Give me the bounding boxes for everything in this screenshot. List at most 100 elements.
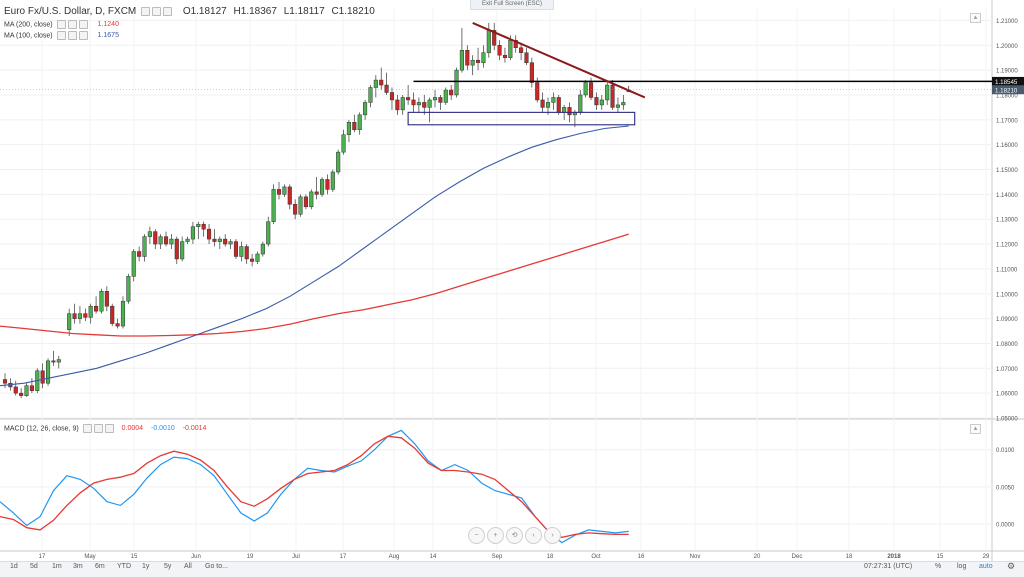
support-zone-box[interactable] <box>407 111 636 126</box>
candle <box>88 305 93 318</box>
candle <box>67 313 72 331</box>
price-tick-label: 1.10000 <box>996 292 1018 298</box>
gear-icon[interactable]: ⚙ <box>1007 561 1016 571</box>
candle <box>615 104 620 108</box>
time-tick-label: Aug <box>389 554 400 560</box>
candle <box>158 236 163 245</box>
candle <box>368 87 373 103</box>
timeframe-3m[interactable]: 3m <box>73 563 83 570</box>
price-tick-label: 1.06000 <box>996 392 1018 398</box>
scroll-left-button[interactable]: ‹ <box>525 527 542 544</box>
timeframe-1m[interactable]: 1m <box>52 563 62 570</box>
candle <box>578 94 583 113</box>
percent-scale-button[interactable]: % <box>935 563 942 570</box>
gear-icon[interactable] <box>67 31 77 40</box>
candle <box>486 30 491 53</box>
candle <box>352 122 357 131</box>
eye-icon[interactable] <box>56 20 66 29</box>
candle <box>427 99 432 108</box>
candle <box>599 99 604 106</box>
candle <box>40 370 45 384</box>
candle <box>260 243 265 255</box>
gear-icon[interactable] <box>67 20 77 29</box>
candle <box>2 379 8 384</box>
candle <box>212 238 217 242</box>
zoom-in-button[interactable]: + <box>487 527 504 544</box>
time-tick-label: Jul <box>292 554 300 560</box>
candle <box>223 238 228 245</box>
time-tick-label: Oct <box>591 554 601 560</box>
candle <box>330 171 335 190</box>
candle <box>610 84 615 108</box>
collapse-icon[interactable]: ▴ <box>970 424 981 434</box>
gear-icon[interactable] <box>93 424 103 433</box>
candle <box>201 223 206 230</box>
gear-icon[interactable] <box>152 6 162 16</box>
eye-icon[interactable] <box>82 424 92 433</box>
candle <box>529 62 534 83</box>
candle <box>180 241 185 260</box>
ohlc-open: O1.18127 <box>182 6 227 17</box>
close-icon[interactable] <box>163 6 173 16</box>
eye-icon[interactable] <box>141 6 151 16</box>
exit-fullscreen-button[interactable]: Exit Full Screen (ESC) <box>470 0 554 10</box>
candle <box>142 236 147 257</box>
candle <box>282 186 287 195</box>
close-icon[interactable] <box>104 424 114 433</box>
ma100-legend[interactable]: MA (100, close) 1.1675 <box>4 31 119 40</box>
candle <box>513 40 518 49</box>
price-tick-label: 1.11000 <box>996 267 1018 273</box>
candle <box>255 253 260 262</box>
candle <box>411 99 416 106</box>
auto-scale-button[interactable]: auto <box>979 563 993 570</box>
candle <box>556 97 561 113</box>
close-icon[interactable] <box>78 20 88 29</box>
timeframe-ytd[interactable]: YTD <box>117 563 131 570</box>
time-tick-label: 15 <box>937 554 944 560</box>
timeframe-6m[interactable]: 6m <box>95 563 105 570</box>
log-scale-button[interactable]: log <box>957 563 967 570</box>
candle <box>400 97 405 111</box>
time-tick-label: Jun <box>191 554 201 560</box>
candle <box>465 49 470 66</box>
candle <box>153 231 158 245</box>
candle <box>169 238 174 245</box>
candle <box>621 102 626 106</box>
candle <box>502 54 508 58</box>
ma200-label: MA (200, close) <box>4 21 53 29</box>
macd-tick-label: 0.0000 <box>996 523 1015 529</box>
candle <box>545 102 551 108</box>
candle <box>104 291 109 307</box>
clock: 07:27:31 (UTC) <box>864 563 913 570</box>
timeframe-1d[interactable]: 1d <box>10 563 18 570</box>
candle <box>266 221 271 245</box>
candle <box>298 196 303 215</box>
candle <box>454 69 459 96</box>
candle <box>443 89 448 103</box>
price-tick-label: 1.07000 <box>996 367 1018 373</box>
macd-signal-value: -0.0014 <box>182 425 207 433</box>
timeframe-1y[interactable]: 1y <box>142 563 150 570</box>
zoom-out-button[interactable]: − <box>468 527 485 544</box>
descending-trendline[interactable] <box>472 21 646 99</box>
time-tick-label: 15 <box>131 554 138 560</box>
reset-button[interactable]: ⟲ <box>506 527 523 544</box>
ma200-legend[interactable]: MA (200, close) 1.1240 <box>4 20 119 29</box>
price-tick-label: 1.12000 <box>996 243 1018 249</box>
ma100-line <box>0 125 629 387</box>
candle <box>309 191 314 208</box>
collapse-icon[interactable]: ▴ <box>970 13 981 23</box>
candle <box>185 238 190 242</box>
candle <box>535 82 540 101</box>
go-to-button[interactable]: Go to... <box>205 563 228 570</box>
close-icon[interactable] <box>78 31 88 40</box>
time-tick-label: 17 <box>39 554 46 560</box>
timeframe-5y[interactable]: 5y <box>164 563 172 570</box>
scroll-right-button[interactable]: › <box>544 527 561 544</box>
eye-icon[interactable] <box>56 31 66 40</box>
timeframe-all[interactable]: All <box>184 563 192 570</box>
candle <box>314 191 319 195</box>
timeframe-5d[interactable]: 5d <box>30 563 38 570</box>
macd-legend[interactable]: MACD (12, 26, close, 9) 0.0004 -0.0010 -… <box>4 424 206 433</box>
